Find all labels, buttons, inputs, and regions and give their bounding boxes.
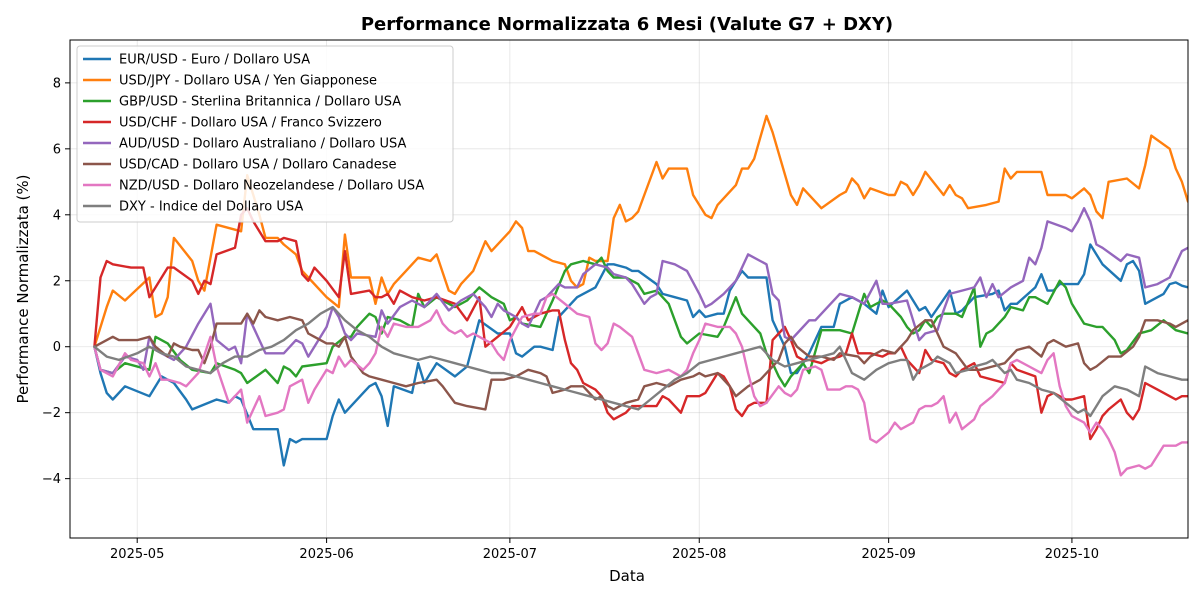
- series-line-usd-cad: [93, 309, 1188, 411]
- legend-label: USD/JPY - Dollaro USA / Yen Giapponese: [119, 74, 377, 89]
- legend: EUR/USD - Euro / Dollaro USA USD/JPY - Do…: [76, 45, 454, 223]
- x-tick-label: 2025-06: [299, 547, 353, 562]
- series-line-nzd-usd: [93, 292, 1188, 477]
- y-tick-label: 8: [53, 76, 61, 91]
- y-tick-label: 6: [53, 142, 61, 157]
- series-line-dxy: [93, 305, 1188, 418]
- x-tick-label: 2025-09: [861, 547, 915, 562]
- series-line-eur-usd: [93, 243, 1188, 467]
- legend-label: USD/CAD - Dollaro USA / Dollaro Canadese: [119, 158, 397, 173]
- y-tick-label: −4: [42, 472, 61, 487]
- legend-box: [76, 45, 454, 223]
- x-axis-label: Data: [609, 567, 645, 585]
- plot-frame: [69, 39, 1189, 539]
- legend-label: AUD/USD - Dollaro Australiano / Dollaro …: [119, 137, 406, 152]
- series-line-usd-chf: [93, 206, 1188, 441]
- x-tick-label: 2025-10: [1045, 547, 1099, 562]
- x-axis-ticks: 2025-05 2025-06 2025-07 2025-08 2025-09 2025-…: [110, 538, 1099, 562]
- series-line-usd-jpy: [93, 114, 1188, 348]
- y-tick-label: 2: [53, 274, 61, 289]
- legend-label: GBP/USD - Sterlina Britannica / Dollaro …: [119, 95, 401, 110]
- chart-title: Performance Normalizzata 6 Mesi (Valute …: [361, 14, 893, 35]
- legend-label: NZD/USD - Dollaro Neozelandese / Dollaro…: [119, 179, 424, 194]
- y-axis-label: Performance Normalizzata (%): [14, 175, 32, 404]
- y-tick-label: −2: [42, 406, 61, 421]
- x-tick-label: 2025-07: [483, 547, 537, 562]
- x-tick-label: 2025-05: [110, 547, 164, 562]
- y-tick-label: 4: [53, 208, 61, 223]
- legend-label: EUR/USD - Euro / Dollaro USA: [119, 53, 310, 68]
- x-tick-label: 2025-08: [672, 547, 726, 562]
- y-axis-ticks: −4 −2 0 2 4 6 8: [42, 76, 70, 487]
- series-line-gbp-usd: [93, 256, 1188, 388]
- series-lines: [93, 114, 1188, 477]
- y-tick-label: 0: [53, 340, 61, 355]
- legend-label: USD/CHF - Dollaro USA / Franco Svizzero: [119, 116, 382, 131]
- legend-label: DXY - Indice del Dollaro USA: [119, 200, 303, 215]
- series-line-aud-usd: [93, 206, 1188, 375]
